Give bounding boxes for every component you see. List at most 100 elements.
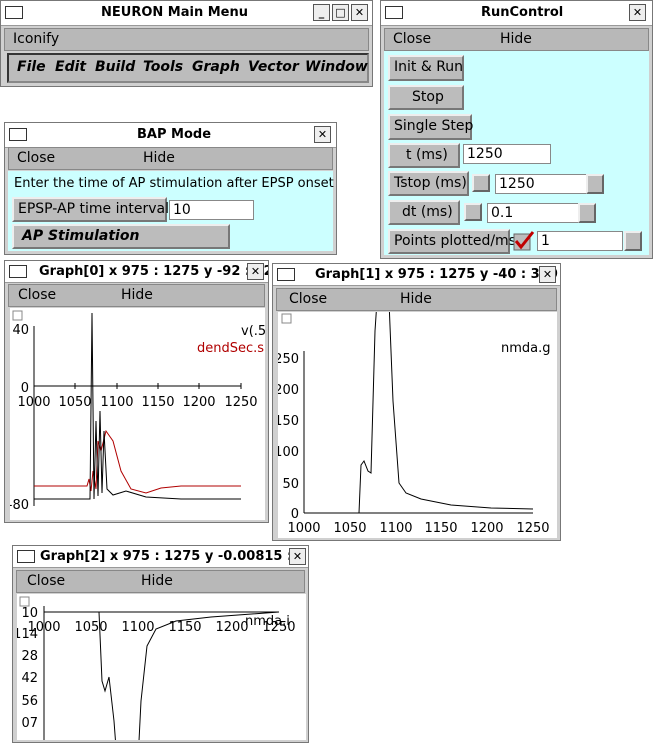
- close-hide-bar: Close Hide: [8, 284, 265, 307]
- close-button[interactable]: ✕: [629, 4, 646, 21]
- curve: [34, 312, 241, 500]
- close-hide-bar: Close Hide: [276, 288, 557, 311]
- y-tick-label: 0: [21, 381, 29, 396]
- title-bar: NEURON Main Menu _ □ ✕: [1, 1, 372, 26]
- x-tick-label: 1100: [121, 620, 154, 635]
- close-hide-bar: Close Hide: [16, 570, 305, 593]
- window-title: RunControl: [481, 5, 564, 20]
- y-tick-label: 07: [21, 716, 38, 731]
- iconify-bar[interactable]: Iconify: [4, 28, 369, 51]
- checkbox[interactable]: [281, 313, 292, 324]
- hide[interactable]: Hide: [141, 573, 173, 589]
- x-tick-label: 1100: [379, 521, 412, 536]
- menu-item[interactable]: Window: [305, 59, 368, 75]
- menu-item[interactable]: Tools: [143, 59, 184, 75]
- maximize-button[interactable]: □: [332, 4, 349, 21]
- plot-area: 1000 1050 1100 1150 1200 1250 10 114 28 …: [17, 594, 306, 740]
- field-button[interactable]: EPSP-AP time interval: [12, 197, 169, 222]
- y-tick-label: 0: [291, 507, 299, 522]
- bap-mode-window: BAP Mode ✕ Close Hide Enter the time of …: [4, 122, 337, 255]
- x-tick-label: 1200: [470, 521, 503, 536]
- y-tick-label: -80: [10, 498, 29, 513]
- field-button[interactable]: t (ms): [388, 143, 460, 168]
- field-button[interactable]: Tstop (ms): [388, 171, 469, 196]
- title-bar: Graph[1] x 975 : 1275 y -40 : 320 ✕: [273, 264, 560, 286]
- hide[interactable]: Hide: [400, 291, 432, 307]
- ico: [9, 265, 27, 278]
- field-button[interactable]: Points plotted/ms: [388, 229, 516, 254]
- series-label: nmda.i: [245, 614, 290, 629]
- plot-area: 1000 1050 1100 1150 1200 1250 40 0 -80 v…: [10, 308, 265, 520]
- window-title: Graph[2] x 975 : 1275 y -0.00815 : 0.00: [40, 549, 290, 564]
- field-input[interactable]: 0.1: [487, 203, 579, 223]
- checkbox[interactable]: [464, 203, 482, 221]
- iconify[interactable]: Iconify: [13, 31, 60, 47]
- x-tick-label: 1150: [168, 620, 201, 635]
- menu-item[interactable]: Graph: [192, 59, 240, 75]
- x-tick-label: 1250: [262, 620, 295, 635]
- y-tick-label: 250: [278, 352, 299, 367]
- hide[interactable]: Hide: [143, 150, 175, 166]
- close[interactable]: Close: [393, 31, 432, 47]
- close[interactable]: Close: [18, 287, 57, 303]
- checkbox[interactable]: [19, 596, 30, 607]
- main-menu-window: NEURON Main Menu _ □ ✕ Iconify File Edit…: [0, 0, 373, 87]
- menu-item[interactable]: File: [17, 59, 46, 75]
- x-tick-label: 1200: [215, 620, 248, 635]
- close[interactable]: Close: [17, 150, 56, 166]
- series-label: v(.5): [241, 324, 265, 339]
- x-tick-label: 1050: [74, 620, 107, 635]
- x-tick-label: 1100: [100, 395, 133, 410]
- button[interactable]: Stop: [388, 85, 464, 110]
- y-tick-label: 28: [21, 649, 38, 664]
- button[interactable]: Init & Run: [388, 55, 464, 81]
- close-button[interactable]: ✕: [247, 263, 264, 280]
- close-button[interactable]: ✕: [314, 126, 331, 143]
- menu-bar: File Edit Build Tools Graph Vector Windo…: [7, 53, 369, 83]
- y-tick-label: 42: [21, 671, 38, 686]
- field-input[interactable]: 1: [537, 231, 623, 251]
- x-tick-label: 1000: [287, 521, 320, 536]
- checkmark[interactable]: [513, 229, 537, 251]
- y-tick-label: 100: [278, 445, 299, 460]
- spinner[interactable]: [578, 203, 596, 223]
- close-hide-bar: Close Hide: [8, 147, 333, 170]
- plot: 1000 1050 1100 1150 1200 1250 40 0 -80 v…: [10, 310, 265, 513]
- series-label: dendSec.s: [197, 341, 264, 356]
- x-tick-label: 1250: [224, 395, 257, 410]
- field-input[interactable]: 10: [169, 200, 254, 220]
- hide[interactable]: Hide: [121, 287, 153, 303]
- field-input[interactable]: 1250: [495, 174, 587, 194]
- close-button[interactable]: ✕: [351, 4, 368, 21]
- graph-window: Graph[1] x 975 : 1275 y -40 : 320 ✕ Clos…: [272, 263, 561, 541]
- checkbox[interactable]: [472, 174, 490, 192]
- field-input[interactable]: 1250: [463, 144, 551, 164]
- close-button[interactable]: ✕: [539, 266, 556, 283]
- spinner[interactable]: [586, 174, 604, 194]
- close[interactable]: Close: [289, 291, 328, 307]
- window-title: Graph[1] x 975 : 1275 y -40 : 320: [315, 267, 558, 282]
- y-tick-label: 200: [278, 383, 299, 398]
- ico: [277, 268, 295, 281]
- curve: [304, 312, 534, 514]
- button[interactable]: AP Stimulation: [12, 224, 230, 249]
- button[interactable]: Single Step: [388, 114, 473, 140]
- menu-item[interactable]: Edit: [55, 59, 87, 75]
- spinner[interactable]: [624, 231, 642, 251]
- x-tick-label: 1150: [424, 521, 457, 536]
- checkbox[interactable]: [12, 310, 23, 321]
- x-tick-label: 1000: [17, 395, 50, 410]
- plot-area: 1000 1050 1100 1150 1200 1250 250 200 15…: [278, 312, 557, 538]
- minimize-button[interactable]: _: [313, 4, 330, 21]
- title-bar: RunControl ✕: [381, 1, 652, 26]
- hide[interactable]: Hide: [500, 31, 532, 47]
- menu-item[interactable]: Build: [95, 59, 136, 75]
- title-bar: BAP Mode ✕: [5, 123, 336, 148]
- close[interactable]: Close: [27, 573, 66, 589]
- close-button[interactable]: ✕: [289, 548, 306, 565]
- field-button[interactable]: dt (ms): [388, 200, 460, 225]
- series-label: nmda.g: [501, 341, 551, 356]
- x-tick-label: 1150: [141, 395, 174, 410]
- menu-item[interactable]: Vector: [248, 59, 299, 75]
